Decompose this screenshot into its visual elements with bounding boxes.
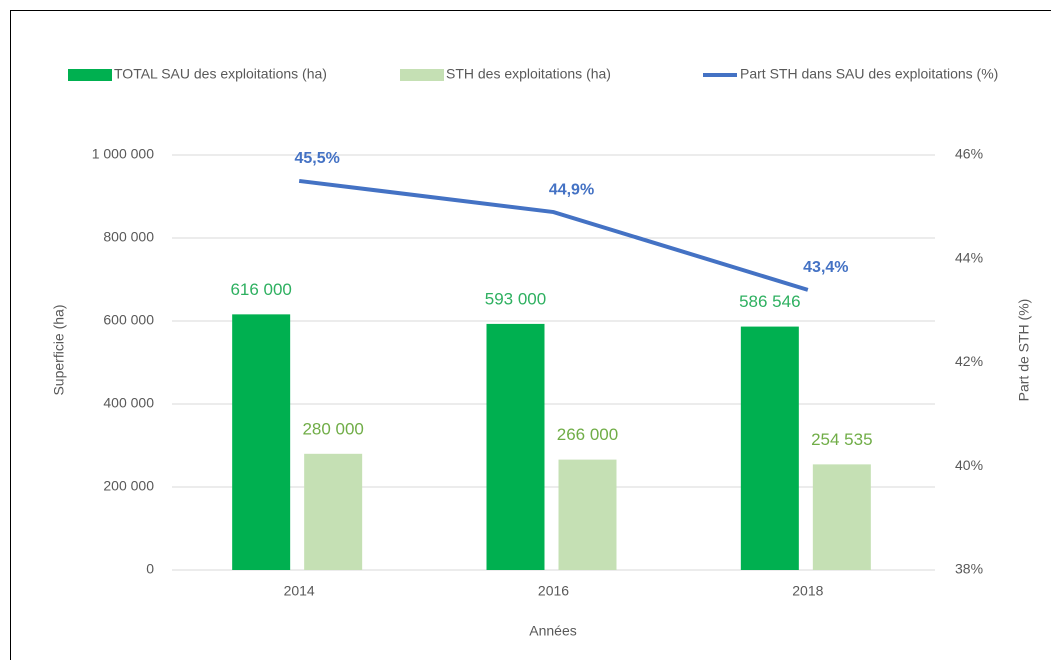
data-label: 266 000	[557, 425, 618, 444]
data-label: 586 546	[739, 292, 800, 311]
y2-tick-label: 46%	[955, 146, 983, 162]
data-label: 44,9%	[549, 181, 594, 198]
bar	[740, 326, 799, 570]
data-label: 254 535	[811, 430, 872, 449]
legend-label: Part STH dans SAU des exploitations (%)	[740, 66, 998, 82]
y2-tick-label: 38%	[955, 561, 983, 577]
y-tick-label: 800 000	[103, 229, 154, 245]
bar	[232, 314, 291, 570]
data-label: 593 000	[485, 289, 546, 308]
data-label: 45,5%	[294, 150, 339, 167]
y-tick-label: 0	[146, 561, 154, 577]
bar	[304, 453, 363, 570]
bar	[486, 323, 545, 570]
y-axis-title: Superficie (ha)	[51, 304, 67, 395]
x-tick-label: 2016	[538, 583, 569, 599]
chart-border	[10, 10, 1051, 660]
legend-label: TOTAL SAU des exploitations (ha)	[114, 66, 327, 82]
y-tick-label: 200 000	[103, 478, 154, 494]
legend-swatch	[400, 69, 444, 81]
data-label: 280 000	[302, 419, 363, 438]
y-tick-label: 1 000 000	[92, 146, 154, 162]
legend-swatch	[68, 69, 112, 81]
legend-label: STH des exploitations (ha)	[446, 66, 611, 82]
y2-tick-label: 42%	[955, 353, 983, 369]
y-tick-label: 600 000	[103, 312, 154, 328]
y-tick-label: 400 000	[103, 395, 154, 411]
x-axis-title: Années	[529, 623, 576, 639]
x-tick-label: 2018	[792, 583, 823, 599]
bar	[558, 459, 617, 570]
line	[298, 178, 809, 292]
y2-tick-label: 44%	[955, 249, 983, 265]
y2-tick-label: 40%	[955, 457, 983, 473]
data-label: 616 000	[230, 280, 291, 299]
y2-axis-title: Part de STH (%)	[1016, 299, 1032, 402]
x-tick-label: 2014	[284, 583, 315, 599]
data-label: 43,4%	[803, 259, 848, 276]
bar	[812, 464, 871, 570]
